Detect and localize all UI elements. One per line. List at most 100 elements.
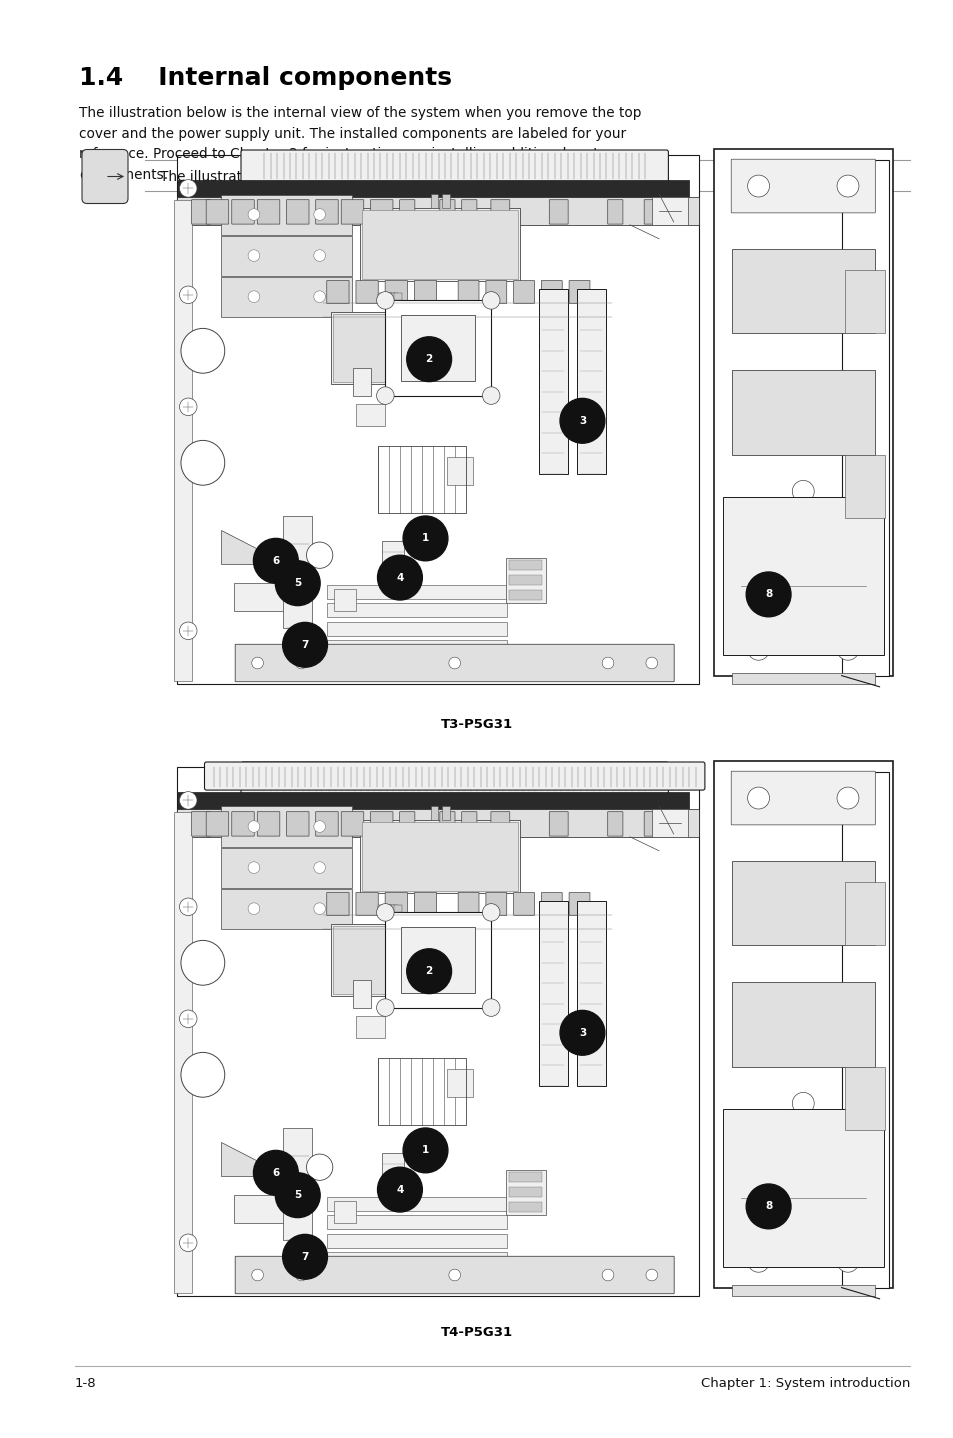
- Circle shape: [376, 903, 394, 922]
- Bar: [283, 1127, 312, 1240]
- Bar: [844, 883, 884, 945]
- Bar: [221, 194, 352, 234]
- Text: 3: 3: [578, 416, 585, 426]
- Circle shape: [252, 1270, 263, 1281]
- Bar: [394, 293, 401, 301]
- Bar: [576, 289, 605, 475]
- Bar: [385, 912, 491, 1008]
- Bar: [361, 823, 517, 890]
- Circle shape: [745, 1183, 790, 1229]
- Bar: [334, 588, 355, 611]
- Bar: [841, 772, 888, 1287]
- FancyBboxPatch shape: [257, 200, 279, 224]
- Text: 4: 4: [395, 1185, 403, 1195]
- FancyBboxPatch shape: [607, 200, 622, 224]
- FancyBboxPatch shape: [414, 280, 436, 303]
- Text: T3-P5G31: T3-P5G31: [440, 718, 513, 731]
- Bar: [713, 761, 892, 1287]
- Text: 1.4    Internal components: 1.4 Internal components: [79, 66, 452, 91]
- Text: 7: 7: [301, 640, 309, 650]
- Text: 1: 1: [421, 533, 429, 544]
- Circle shape: [314, 821, 325, 833]
- Text: 8: 8: [764, 1201, 771, 1211]
- Bar: [844, 454, 884, 518]
- Bar: [731, 673, 874, 684]
- FancyBboxPatch shape: [341, 200, 363, 224]
- Bar: [381, 906, 388, 912]
- Bar: [234, 1195, 287, 1224]
- FancyBboxPatch shape: [569, 893, 589, 916]
- FancyBboxPatch shape: [540, 280, 561, 303]
- Bar: [331, 923, 476, 997]
- Bar: [352, 979, 371, 1008]
- Bar: [384, 906, 392, 912]
- Circle shape: [482, 903, 499, 922]
- Bar: [177, 808, 699, 837]
- Bar: [333, 926, 474, 995]
- FancyBboxPatch shape: [286, 200, 309, 224]
- FancyBboxPatch shape: [730, 160, 875, 213]
- Circle shape: [376, 292, 394, 309]
- Bar: [327, 604, 507, 617]
- FancyBboxPatch shape: [485, 893, 506, 916]
- Bar: [447, 1070, 473, 1097]
- Circle shape: [295, 1270, 307, 1281]
- Circle shape: [376, 387, 394, 404]
- Circle shape: [179, 899, 197, 916]
- Circle shape: [482, 999, 499, 1017]
- FancyBboxPatch shape: [206, 811, 229, 835]
- Circle shape: [792, 480, 813, 502]
- Bar: [442, 194, 449, 209]
- Bar: [731, 982, 874, 1067]
- Text: Chapter 1: System introduction: Chapter 1: System introduction: [700, 1378, 909, 1391]
- Bar: [447, 457, 473, 485]
- FancyBboxPatch shape: [257, 811, 279, 835]
- Text: 6: 6: [272, 557, 279, 565]
- Bar: [327, 1271, 507, 1284]
- Text: 6: 6: [272, 1168, 279, 1178]
- Text: The illustration below is the internal view of the system when you remove the to: The illustration below is the internal v…: [79, 106, 640, 181]
- Text: 1-8: 1-8: [75, 1378, 96, 1391]
- FancyBboxPatch shape: [355, 280, 377, 303]
- Circle shape: [252, 657, 263, 669]
- Bar: [377, 446, 465, 513]
- Circle shape: [601, 1270, 613, 1281]
- FancyBboxPatch shape: [232, 811, 254, 835]
- Circle shape: [314, 250, 325, 262]
- FancyBboxPatch shape: [549, 200, 568, 224]
- Bar: [327, 621, 507, 636]
- FancyBboxPatch shape: [370, 811, 393, 835]
- Circle shape: [836, 175, 858, 197]
- Bar: [509, 1172, 541, 1182]
- FancyBboxPatch shape: [232, 200, 254, 224]
- Bar: [327, 1252, 507, 1267]
- FancyBboxPatch shape: [206, 200, 229, 224]
- Bar: [388, 906, 395, 912]
- Bar: [381, 293, 388, 301]
- Bar: [401, 926, 475, 994]
- Text: 4: 4: [395, 572, 403, 582]
- Bar: [841, 161, 888, 676]
- Circle shape: [306, 1155, 333, 1181]
- Bar: [327, 1196, 507, 1211]
- Text: 1: 1: [421, 1146, 429, 1155]
- Circle shape: [449, 657, 460, 669]
- Bar: [505, 1171, 545, 1215]
- Text: 2: 2: [425, 966, 433, 976]
- Bar: [221, 889, 352, 929]
- Ellipse shape: [181, 1053, 225, 1097]
- FancyBboxPatch shape: [457, 893, 478, 916]
- FancyBboxPatch shape: [457, 280, 478, 303]
- FancyBboxPatch shape: [315, 200, 338, 224]
- Bar: [576, 902, 605, 1086]
- FancyBboxPatch shape: [651, 808, 687, 837]
- FancyBboxPatch shape: [385, 893, 407, 916]
- Bar: [327, 585, 507, 598]
- Text: T4-P5G31: T4-P5G31: [440, 1326, 513, 1339]
- Circle shape: [314, 861, 325, 873]
- FancyBboxPatch shape: [192, 200, 211, 224]
- Circle shape: [179, 398, 197, 416]
- Circle shape: [275, 561, 320, 605]
- FancyBboxPatch shape: [370, 200, 393, 224]
- Bar: [391, 906, 398, 912]
